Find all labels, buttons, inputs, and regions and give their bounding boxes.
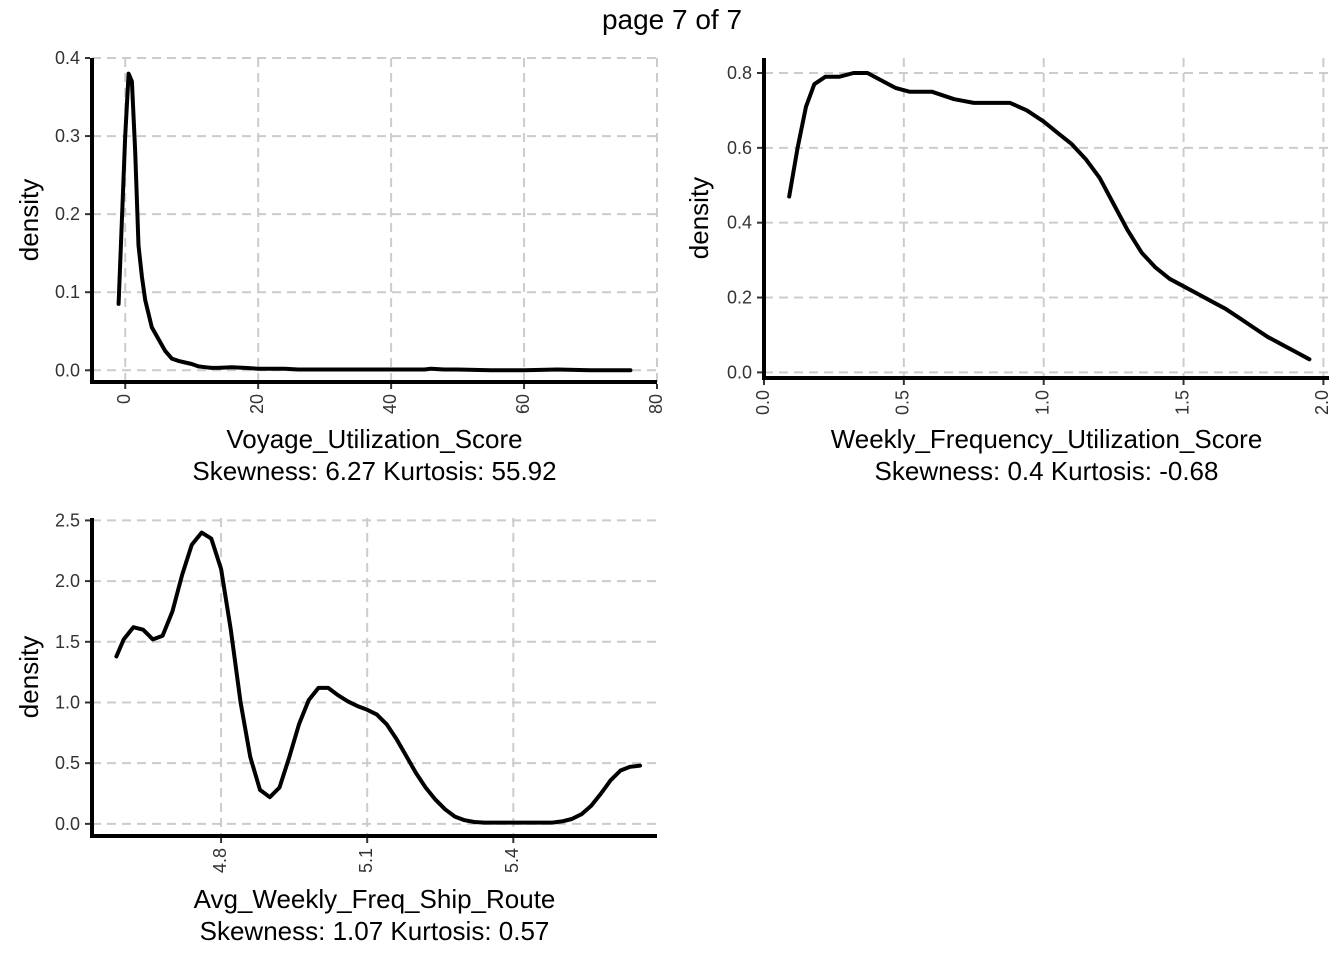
y-axis-title: density	[14, 179, 44, 261]
x-axis-subtitle: Skewness: 0.4 Kurtosis: -0.68	[875, 456, 1219, 486]
y-tick-label: 0.1	[55, 282, 80, 302]
x-axis-subtitle: Skewness: 1.07 Kurtosis: 0.57	[200, 916, 550, 946]
x-tick-label: 2.0	[1312, 390, 1332, 415]
x-tick-label: 20	[247, 394, 267, 414]
x-tick-label: 0.0	[753, 390, 773, 415]
x-axis-title: Avg_Weekly_Freq_Ship_Route	[194, 884, 556, 914]
x-tick-label: 80	[646, 394, 666, 414]
x-tick-label: 40	[380, 394, 400, 414]
x-tick-label: 60	[513, 394, 533, 414]
page-title: page 7 of 7	[601, 4, 743, 35]
x-tick-label: 0.5	[893, 390, 913, 415]
y-tick-label: 0.8	[727, 63, 752, 83]
y-tick-label: 1.0	[55, 692, 80, 712]
y-tick-label: 0.5	[55, 753, 80, 773]
y-tick-label: 1.5	[55, 632, 80, 652]
x-tick-label: 5.1	[356, 848, 376, 873]
density-curve	[787, 71, 1312, 362]
x-tick-label: 1.5	[1172, 390, 1192, 415]
density-panel-weekly-frequency-utilization: 0.0 0.2 0.4 0.6 0.8 0.0 0.5 1.0 1.5 2.0 Weekly_Fre…	[684, 58, 1332, 486]
y-axis-title: density	[684, 177, 714, 259]
y-tick-label: 0.6	[727, 138, 752, 158]
x-tick-label: 1.0	[1032, 390, 1052, 415]
y-tick-label: 0.0	[55, 360, 80, 380]
x-axis-subtitle: Skewness: 6.27 Kurtosis: 55.92	[192, 456, 556, 486]
y-tick-label: 0.2	[55, 204, 80, 224]
y-tick-label: 2.5	[55, 510, 80, 530]
density-panel-avg-weekly-freq-ship-route: 0.0 0.5 1.0 1.5 2.0 2.5 4.8 5.1 5.4 Avg_Weekly_Fr…	[14, 510, 657, 946]
y-tick-label: 0.0	[55, 814, 80, 834]
y-axis-title: density	[14, 636, 44, 718]
y-tick-label: 0.3	[55, 126, 80, 146]
density-curve	[114, 530, 642, 825]
x-tick-label: 4.8	[210, 848, 230, 873]
x-axis-title: Weekly_Frequency_Utilization_Score	[831, 424, 1263, 454]
x-tick-label: 0	[114, 394, 134, 404]
y-tick-label: 0.4	[727, 213, 752, 233]
density-curve	[116, 71, 633, 373]
x-tick-label: 5.4	[502, 848, 522, 873]
density-panel-voyage-utilization: 0.0 0.1 0.2 0.3 0.4 0 20 40 60 80 Voyage_Utilizati…	[14, 48, 666, 486]
y-tick-label: 2.0	[55, 571, 80, 591]
y-tick-label: 0.4	[55, 48, 80, 68]
y-tick-label: 0.0	[727, 362, 752, 382]
y-tick-label: 0.2	[727, 288, 752, 308]
x-axis-title: Voyage_Utilization_Score	[226, 424, 522, 454]
